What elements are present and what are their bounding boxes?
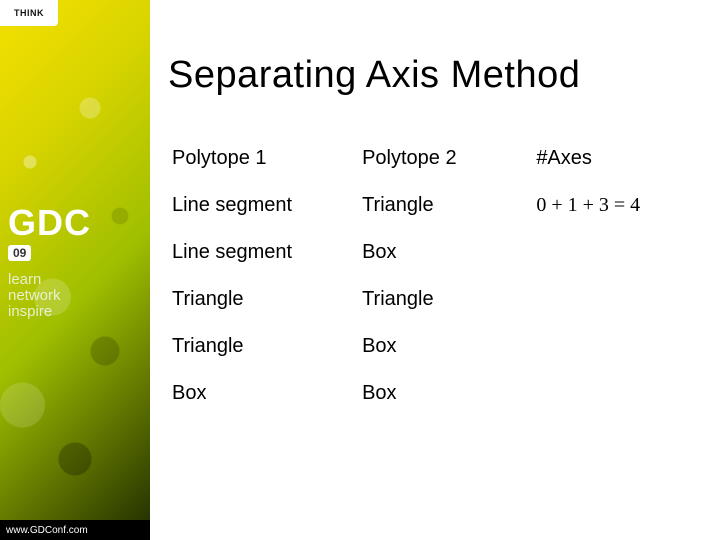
gdc-branding: GDC 09 learn network inspire [8, 205, 91, 319]
table-row: Triangle Box [168, 323, 696, 370]
cell: Triangle [358, 182, 532, 229]
cell: Box [168, 370, 358, 417]
cell: Box [358, 323, 532, 370]
cell-formula: 0 + 1 + 3 = 4 [532, 182, 696, 229]
cell: Triangle [168, 323, 358, 370]
cell-formula [532, 370, 696, 417]
table-row: Box Box [168, 370, 696, 417]
cell: Triangle [358, 276, 532, 323]
tagline-word: inspire [8, 304, 91, 320]
col-polytope-1: Polytope 1 [168, 135, 358, 182]
cell-formula [532, 323, 696, 370]
gdc-year-badge: 09 [8, 245, 31, 261]
slide-content: Separating Axis Method Polytope 1 Polyto… [168, 54, 696, 417]
tagline-word: network [8, 288, 91, 304]
gdc-title: GDC [8, 205, 91, 241]
col-axes: #Axes [532, 135, 696, 182]
cell-formula [532, 229, 696, 276]
tagline-word: learn [8, 272, 91, 288]
cell: Box [358, 229, 532, 276]
table-row: Line segment Triangle 0 + 1 + 3 = 4 [168, 182, 696, 229]
footer-url: www.GDConf.com [0, 520, 150, 540]
sidebar-graphic: THINK GDC 09 learn network inspire www.G… [0, 0, 150, 540]
cell: Line segment [168, 229, 358, 276]
cell: Line segment [168, 182, 358, 229]
axes-table: Polytope 1 Polytope 2 #Axes Line segment… [168, 135, 696, 417]
cell: Box [358, 370, 532, 417]
table-row: Line segment Box [168, 229, 696, 276]
col-polytope-2: Polytope 2 [358, 135, 532, 182]
cell-formula [532, 276, 696, 323]
think-badge: THINK [0, 0, 58, 26]
table-header-row: Polytope 1 Polytope 2 #Axes [168, 135, 696, 182]
slide: THINK GDC 09 learn network inspire www.G… [0, 0, 720, 540]
cell: Triangle [168, 276, 358, 323]
gdc-tagline: learn network inspire [8, 272, 91, 319]
table-row: Triangle Triangle [168, 276, 696, 323]
slide-title: Separating Axis Method [168, 54, 696, 97]
